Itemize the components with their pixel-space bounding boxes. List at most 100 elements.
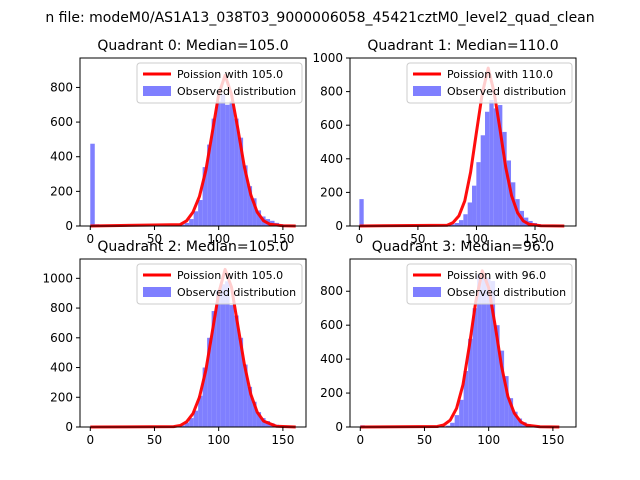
hist-bar [502,131,507,226]
subplot-title: Quadrant 2: Median=105.0 [97,239,288,255]
hist-bar [450,422,455,427]
hist-bar [508,398,514,427]
legend-frame [406,263,573,305]
y-tick-label: 600 [320,118,343,132]
x-tick-label: 150 [541,433,564,447]
hist-bar [472,185,477,226]
figure-suptitle: n file: modeM0/AS1A13_038T03_9000006058_… [45,10,594,26]
hist-bar [504,376,509,427]
hist-bar [225,281,230,427]
hist-bar [472,308,478,427]
hist-bar [476,162,481,226]
hist-bar [489,100,494,226]
y-tick-label: 800 [50,80,73,94]
y-tick-label: 400 [50,150,73,164]
axes-frame [79,258,307,428]
subplot-quadrant-0: 0 50 100 150 0 200 400 600 800 Quadrant 0: Median… [50,38,307,246]
x-tick-label: 100 [465,232,488,246]
y-tick-label: 200 [320,185,343,199]
hist-bar [238,337,244,427]
y-tick-label: 800 [50,301,73,315]
y-tick-label: 400 [320,152,343,166]
hist-bar [454,415,460,427]
subplot-quadrant-1: 0 50 100 150 0 200 400 600 800 1000 Quadrant 1: Me… [312,38,577,246]
hist-bar [193,410,199,427]
x-tick-label: 0 [86,433,94,447]
hist-bar [493,108,499,226]
legend-frame [136,62,303,104]
hist-bar [193,211,199,226]
x-tick-label: 50 [417,433,432,447]
legend-bar-swatch [143,86,171,96]
y-tick-label: 1000 [312,51,343,65]
legend: Poission with 110.0 Observed distribution [406,62,573,104]
y-tick-label: 0 [65,420,73,434]
x-tick-label: 0 [356,433,364,447]
hist-bar [498,105,503,226]
y-tick-label: 400 [50,361,73,375]
hist-bar [499,350,505,427]
hist-bar [467,202,473,226]
hist-bar [486,277,491,427]
hist-bar [198,200,203,226]
hist-bar [229,305,235,427]
hist-bar [184,222,190,226]
hist-bar [90,143,95,226]
legend-bar-swatch [413,287,441,297]
legend-frame [406,62,573,104]
x-tick-label: 50 [147,232,162,246]
x-tick-label: 100 [207,433,230,447]
hist-bar [485,111,490,226]
hist-bar [252,401,257,427]
hist-bar [454,222,460,226]
hist-bar [189,418,194,427]
y-tick-label: 600 [50,115,73,129]
hist-bar [506,160,512,226]
x-tick-label: 100 [207,232,230,246]
axes-frame [349,258,577,428]
hist-bar [211,311,217,427]
legend-label: Poission with 105.0 [177,269,283,282]
subplot-title: Quadrant 0: Median=105.0 [97,38,288,54]
hist-bar [211,118,217,226]
hist-bar [229,101,235,226]
hist-bar [184,422,190,427]
subplot-title: Quadrant 3: Median=96.0 [372,239,554,255]
legend-label: Observed distribution [447,286,566,299]
hist-bar [202,367,208,427]
y-tick-label: 200 [50,184,73,198]
axes-frame [79,57,307,227]
y-tick-label: 600 [320,318,343,332]
y-tick-label: 200 [320,386,343,400]
y-tick-label: 800 [320,85,343,99]
hist-bar [495,325,500,427]
hist-bar [198,395,203,427]
x-tick-label: 0 [86,232,94,246]
legend: Poission with 96.0 Observed distribution [406,263,573,305]
hist-bar [216,290,221,427]
hist-bar [468,338,473,427]
hist-bar [189,219,194,226]
x-tick-label: 50 [147,433,162,447]
hist-bar [252,198,257,226]
hist-bar [247,186,253,226]
hist-bar [220,94,226,227]
hist-bar [238,137,244,226]
hist-bar [202,167,208,226]
hist-bar [216,101,221,226]
y-tick-label: 200 [50,390,73,404]
legend: Poission with 105.0 Observed distribution [136,263,303,305]
hist-bar [481,277,487,427]
x-tick-label: 150 [271,433,294,447]
legend-label: Poission with 105.0 [177,68,283,81]
hist-bar [180,224,185,226]
y-tick-label: 0 [335,219,343,233]
legend-label: Observed distribution [177,286,296,299]
hist-bar [256,210,262,226]
hist-bar [480,135,486,226]
hist-bar [225,104,230,226]
y-tick-label: 1000 [42,271,73,285]
x-tick-label: 50 [410,232,425,246]
hist-bar [234,118,239,226]
